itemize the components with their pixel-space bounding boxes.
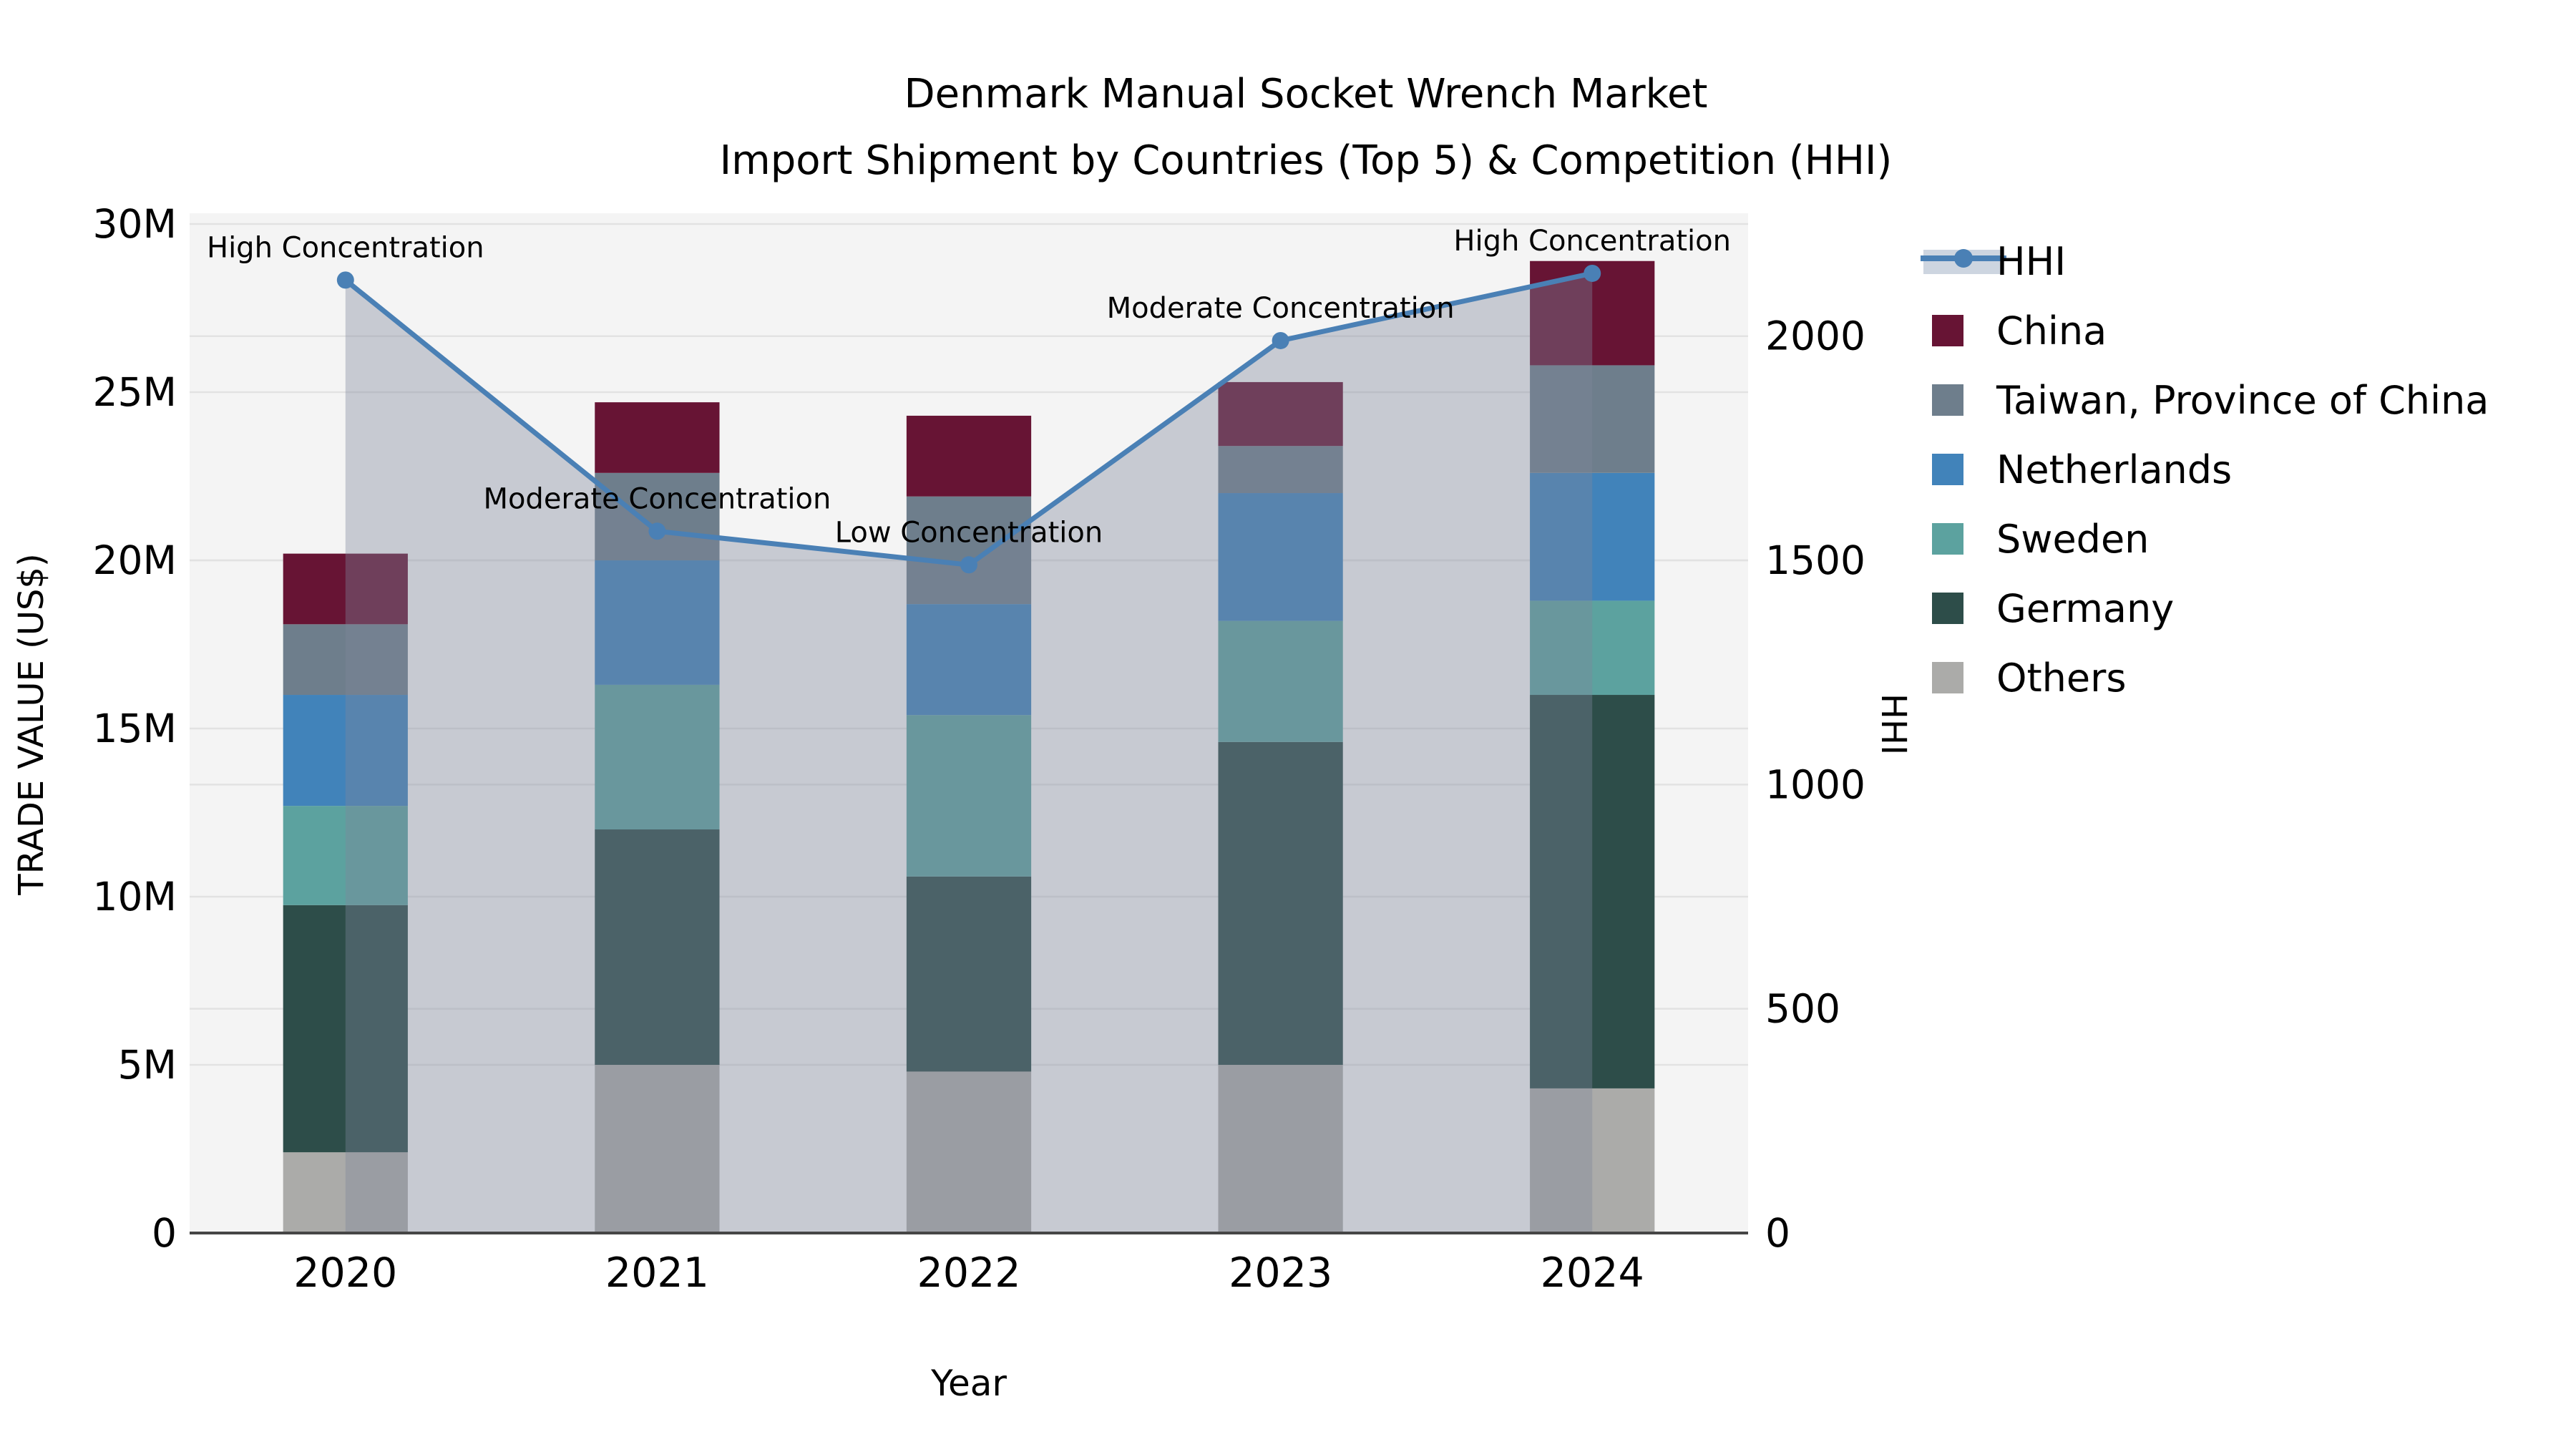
bar-segment <box>906 415 1032 497</box>
x-axis-title: Year <box>930 1363 1007 1404</box>
bar-segment <box>906 1071 1032 1233</box>
legend-swatch <box>1932 454 1963 485</box>
bar-segment <box>283 695 408 807</box>
hhi-point <box>960 556 977 574</box>
legend-label: Taiwan, Province of China <box>1996 378 2489 423</box>
x-tick-label: 2022 <box>917 1249 1020 1297</box>
annotation-label: Moderate Concentration <box>483 482 831 515</box>
bar-segment <box>595 402 720 473</box>
annotation-label: Moderate Concentration <box>1107 292 1455 325</box>
legend-label: Sweden <box>1996 517 2149 562</box>
legend-label: Others <box>1996 656 2126 701</box>
bar-segment <box>283 806 408 905</box>
annotation-label: High Concentration <box>1453 225 1731 258</box>
bar-segment <box>1218 620 1343 742</box>
bar-segment <box>1530 600 1655 696</box>
y-left-tick-label: 20M <box>93 537 177 583</box>
annotation-label: Low Concentration <box>835 516 1103 549</box>
legend-label: Germany <box>1996 586 2174 631</box>
bar-segment <box>1530 472 1655 601</box>
hhi-area-fill <box>345 273 1593 1234</box>
bar-segment <box>283 553 408 625</box>
y-left-tick-label: 0 <box>152 1210 177 1256</box>
y-left-tick-label: 30M <box>93 201 177 247</box>
bar-segment <box>1218 741 1343 1066</box>
legend-swatch <box>1932 662 1963 693</box>
legend-hhi-marker <box>1954 249 1973 268</box>
bar-segment <box>283 1152 408 1233</box>
y-left-tick-label: 15M <box>93 706 177 751</box>
legend-label: Netherlands <box>1996 447 2232 492</box>
bar-segment <box>906 715 1032 877</box>
bar-segment <box>1218 446 1343 494</box>
hhi-point <box>1584 264 1601 282</box>
bar-segment <box>1530 1088 1655 1233</box>
legend-swatch <box>1932 384 1963 416</box>
y-right-tick-label: 0 <box>1765 1210 1790 1256</box>
bar-segment <box>595 472 720 561</box>
hhi-point <box>648 522 666 540</box>
x-tick-label: 2024 <box>1541 1249 1644 1297</box>
legend-swatch <box>1932 523 1963 555</box>
bar-segment <box>1218 1065 1343 1233</box>
annotation-label: High Concentration <box>207 231 484 264</box>
bar-segment <box>283 624 408 696</box>
bar-segment <box>1530 695 1655 1088</box>
legend-swatch <box>1932 315 1963 346</box>
bar-segment <box>283 905 408 1153</box>
bar-segment <box>906 876 1032 1072</box>
y-right-tick-label: 1000 <box>1765 761 1865 807</box>
y-left-axis-title: TRADE VALUE (US$) <box>11 553 52 895</box>
legend-label: HHI <box>1996 239 2066 284</box>
hhi-point <box>336 271 354 289</box>
bar-segment <box>1530 365 1655 473</box>
bar-segment <box>1218 381 1343 447</box>
y-left-tick-label: 25M <box>93 369 177 415</box>
y-left-tick-label: 5M <box>118 1042 177 1088</box>
chart-title-line2: Import Shipment by Countries (Top 5) & C… <box>720 137 1893 184</box>
chart-title-line1: Denmark Manual Socket Wrench Market <box>904 71 1708 117</box>
legend-label: China <box>1996 308 2107 354</box>
y-left-tick-label: 10M <box>93 874 177 920</box>
bar-segment <box>906 604 1032 716</box>
bar-segment <box>1218 493 1343 621</box>
bar-segment <box>906 496 1032 605</box>
bar-segment <box>595 560 720 685</box>
y-right-tick-label: 2000 <box>1765 313 1865 359</box>
x-tick-label: 2020 <box>293 1249 397 1297</box>
y-right-tick-label: 500 <box>1765 986 1840 1032</box>
bar-segment <box>595 1065 720 1233</box>
y-right-tick-label: 1500 <box>1765 537 1865 583</box>
bar-segment <box>595 829 720 1066</box>
x-tick-label: 2021 <box>605 1249 709 1297</box>
bar-segment <box>595 684 720 830</box>
legend-swatch <box>1932 593 1963 624</box>
y-right-axis-title: HHI <box>1873 693 1913 755</box>
hhi-point <box>1272 331 1289 349</box>
x-tick-label: 2023 <box>1229 1249 1332 1297</box>
